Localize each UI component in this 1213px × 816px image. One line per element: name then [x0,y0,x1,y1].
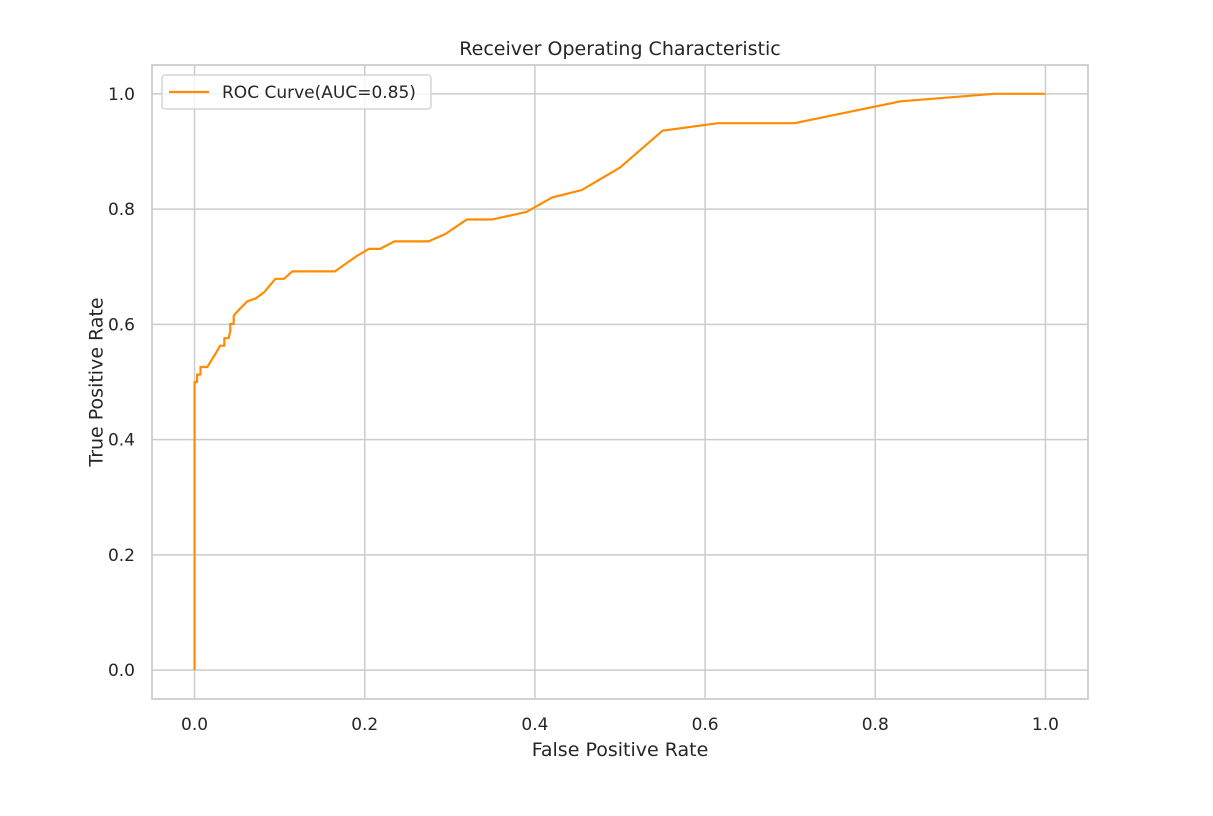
series-layer [193,92,1046,671]
roc-curve-line [193,92,1046,671]
x-axis-label: False Positive Rate [532,739,709,761]
x-tick-label: 1.0 [1032,715,1059,735]
legend-label: ROC Curve(AUC=0.85) [222,83,416,103]
legend: ROC Curve(AUC=0.85) [161,74,432,110]
x-tick-label: 0.2 [351,715,378,735]
x-tick-label: 0.4 [521,715,548,735]
grid-lines [152,65,1088,699]
legend-box [161,74,432,110]
y-tick-label: 1.0 [108,85,135,105]
x-tick-label: 0.6 [692,715,719,735]
y-tick-label: 0.4 [108,431,135,451]
chart-title: Receiver Operating Characteristic [459,38,780,60]
y-tick-label: 0.6 [108,315,135,335]
y-tick-label: 0.2 [108,546,135,566]
x-tick-label: 0.8 [862,715,889,735]
x-tick-labels: 0.0 0.2 0.4 0.6 0.8 1.0 [181,715,1059,735]
y-tick-label: 0.8 [108,200,135,220]
x-tick-label: 0.0 [181,715,208,735]
y-tick-labels: 0.0 0.2 0.4 0.6 0.8 1.0 [108,85,135,681]
y-axis-label: True Positive Rate [86,297,108,467]
plot-frame [151,64,1089,700]
y-tick-label: 0.0 [108,661,135,681]
